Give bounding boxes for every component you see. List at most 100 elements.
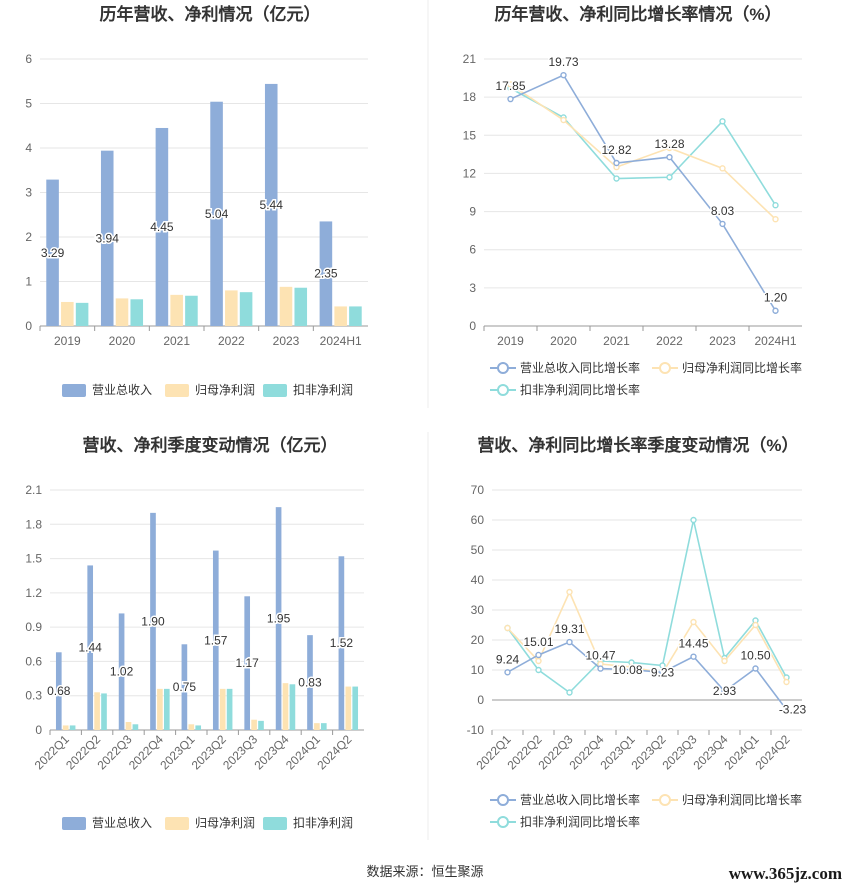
legend-label: 扣非净利润同比增长率 [520, 814, 640, 829]
y-tick-label: 60 [471, 513, 485, 527]
series-point-revenue-line [628, 666, 635, 673]
y-tick-label: 21 [463, 52, 477, 66]
line-data-label: 19.31 [554, 622, 584, 636]
quarterly-amount-chart: 营收、净利季度变动情况（亿元） 0 0.3 0.6 0.9 1.2 1.5 1.8 2.1 202… [25, 435, 364, 830]
line-data-label: 13.28 [654, 137, 684, 151]
series-point-revenue-line [597, 665, 604, 672]
bar-data-label: 1.90 [141, 614, 165, 628]
legend-swatch [62, 817, 86, 830]
bar-data-label: 5.04 [205, 207, 229, 221]
series-point-deducted-profit-line [659, 662, 666, 669]
series-line-revenue-line [510, 74, 777, 312]
series-point-revenue-line [721, 688, 728, 695]
series-point-net-profit-line [690, 618, 697, 626]
bar-revenue [46, 179, 59, 326]
bar-deducted-profit [69, 725, 76, 730]
series-line-deducted-profit-line [506, 519, 788, 694]
bar-net-profit [279, 286, 293, 326]
bar-net-profit [314, 723, 320, 730]
y-tick-label: 1.2 [25, 586, 42, 600]
bar-data-label: 2.35 [314, 267, 338, 281]
x-tick-label: 2024Q2 [753, 732, 793, 772]
y-tick-label: 15 [463, 128, 477, 142]
bar-data-label: 4.45 [150, 220, 174, 234]
x-tick-label: 2022 [656, 334, 683, 348]
line-data-label: 10.47 [585, 649, 615, 663]
x-tick-label: 2024H1 [320, 334, 362, 348]
y-tick-label: 9 [469, 205, 476, 219]
series-point-net-profit-line [752, 621, 759, 629]
bar-revenue [150, 512, 156, 730]
series-point-revenue-line [659, 669, 666, 676]
bar-revenue [181, 644, 188, 730]
y-tick-label: 6 [469, 243, 476, 257]
series-point-net-profit-line [666, 144, 673, 152]
series-point-revenue-line [666, 153, 673, 161]
bar-revenue [118, 613, 125, 730]
series-point-revenue-line [613, 159, 620, 167]
x-tick-label: 2020 [550, 334, 577, 348]
legend-label: 扣非净利润 [293, 383, 353, 397]
bar-revenue [210, 101, 223, 326]
legend-label: 营业总收入同比增长率 [520, 360, 640, 375]
bar-deducted-profit [130, 299, 144, 326]
x-tick-label: 2022 [218, 334, 245, 348]
legend-label: 归母净利润 [195, 383, 255, 397]
bar-data-label: 1.17 [236, 656, 260, 670]
series-point-revenue-line [783, 706, 790, 713]
x-tick-label: 2019 [54, 334, 81, 348]
series-line-revenue-line [507, 641, 788, 711]
line-data-label: 9.24 [496, 652, 520, 666]
legend-swatch [165, 384, 189, 397]
series-point-deducted-profit-line [535, 666, 542, 674]
line-data-label: 9.23 [651, 665, 675, 679]
bar-revenue [87, 565, 94, 730]
bar-revenue [275, 507, 282, 730]
legend-label: 营业总收入 [92, 383, 152, 397]
y-tick-label: 1.5 [25, 552, 42, 566]
bar-deducted-profit [226, 688, 233, 730]
y-tick-label: 10 [471, 663, 485, 677]
bar-data-label: 1.02 [110, 665, 134, 679]
y-tick-label: 5 [25, 97, 32, 111]
bar-deducted-profit [195, 725, 202, 730]
bar-net-profit [219, 688, 226, 730]
series-point-revenue-line [504, 669, 511, 676]
bar-net-profit [61, 301, 74, 326]
chart-title: 历年营收、净利情况（亿元） [100, 4, 321, 24]
bar-net-profit [334, 306, 347, 326]
y-tick-label: 30 [471, 603, 485, 617]
line-data-label: 15.01 [523, 635, 553, 649]
series-point-deducted-profit-line [772, 202, 779, 209]
series-line-deducted-profit-line [510, 87, 777, 206]
annual-amount-chart: 历年营收、净利情况（亿元） 0 1 2 3 4 5 6 2019 2020 2021 2022 2023… [25, 4, 368, 397]
bar-revenue [212, 550, 219, 730]
line-data-label: 8.03 [711, 204, 735, 218]
bar-deducted-profit [258, 720, 264, 730]
series-point-net-profit-line [719, 165, 726, 172]
quarterly-growth-chart: 营收、净利同比增长率季度变动情况（%） -10 0 10 20 30 40 50 60 70 202… [467, 435, 808, 829]
bar-net-profit [251, 719, 257, 730]
bar-revenue [244, 596, 251, 730]
bar-deducted-profit [101, 693, 107, 730]
y-tick-label: 18 [463, 90, 477, 104]
bar-revenue [100, 150, 114, 326]
series-point-net-profit-line [566, 588, 573, 596]
y-tick-label: 0 [477, 693, 484, 707]
data-source-note: 数据来源：恒生聚源 [366, 864, 484, 879]
bar-deducted-profit [320, 723, 327, 730]
series-point-revenue-line [690, 653, 697, 660]
line-data-label: -3.23 [779, 703, 807, 717]
series-point-net-profit-line [560, 116, 567, 124]
series-point-revenue-line [566, 638, 573, 646]
legend-marker [497, 384, 509, 396]
legend-marker [659, 362, 671, 374]
x-tick-label: 2021 [603, 334, 630, 348]
line-data-label: 17.85 [495, 79, 525, 93]
y-tick-label: 50 [471, 543, 485, 557]
series-point-net-profit-line [535, 657, 542, 665]
y-tick-label: 70 [471, 483, 485, 497]
series-line-net-profit-line [506, 590, 788, 683]
y-tick-label: 12 [463, 166, 477, 180]
